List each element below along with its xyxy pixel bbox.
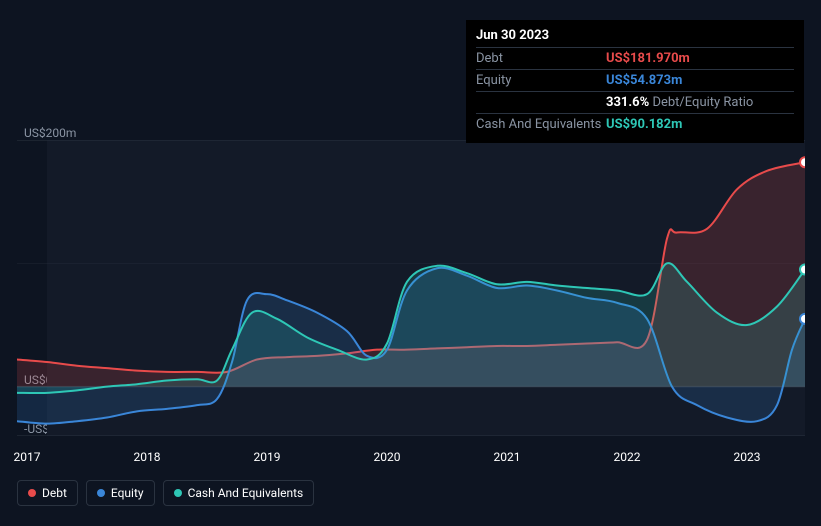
tooltip-row-label: Equity [476, 73, 606, 88]
tooltip-row: Cash And EquivalentsUS$90.182m [476, 113, 794, 135]
tooltip-row-label [476, 95, 606, 110]
hover-tooltip: Jun 30 2023 DebtUS$181.970mEquityUS$54.8… [466, 20, 804, 143]
chart-plot-area [17, 140, 805, 436]
tooltip-row: EquityUS$54.873m [476, 69, 794, 91]
legend-dot-icon [174, 489, 182, 497]
end-marker [800, 157, 805, 167]
tooltip-row: DebtUS$181.970m [476, 47, 794, 69]
tooltip-row-value: US$54.873m [606, 73, 794, 88]
legend-label: Debt [42, 486, 67, 500]
legend-item[interactable]: Equity [86, 480, 155, 506]
chart-svg [17, 140, 805, 436]
tooltip-row-value: 331.6% Debt/Equity Ratio [606, 95, 794, 110]
x-axis-tick-label: 2017 [14, 450, 41, 464]
x-axis-tick-label: 2020 [374, 450, 401, 464]
tooltip-row-value: US$181.970m [606, 51, 794, 66]
end-marker [800, 314, 805, 324]
end-marker [800, 265, 805, 275]
x-axis-tick-label: 2019 [254, 450, 281, 464]
legend-item[interactable]: Debt [17, 480, 78, 506]
tooltip-row: 331.6% Debt/Equity Ratio [476, 91, 794, 113]
tooltip-row-label: Cash And Equivalents [476, 117, 606, 132]
legend-dot-icon [97, 489, 105, 497]
tooltip-row-label: Debt [476, 51, 606, 66]
legend-label: Cash And Equivalents [188, 486, 304, 500]
legend-label: Equity [111, 486, 144, 500]
tooltip-row-value: US$90.182m [606, 117, 794, 132]
legend: Debt Equity Cash And Equivalents [17, 480, 314, 506]
legend-dot-icon [28, 489, 36, 497]
legend-item[interactable]: Cash And Equivalents [163, 480, 315, 506]
x-axis-tick-label: 2022 [614, 450, 641, 464]
tooltip-date: Jun 30 2023 [476, 28, 794, 47]
y-axis-tick-label: US$200m [24, 126, 76, 140]
x-axis-tick-label: 2023 [734, 450, 761, 464]
x-axis-tick-label: 2018 [134, 450, 161, 464]
x-axis: 2017 2018 2019 2020 2021 2022 2023 [17, 450, 805, 470]
x-axis-tick-label: 2021 [494, 450, 521, 464]
